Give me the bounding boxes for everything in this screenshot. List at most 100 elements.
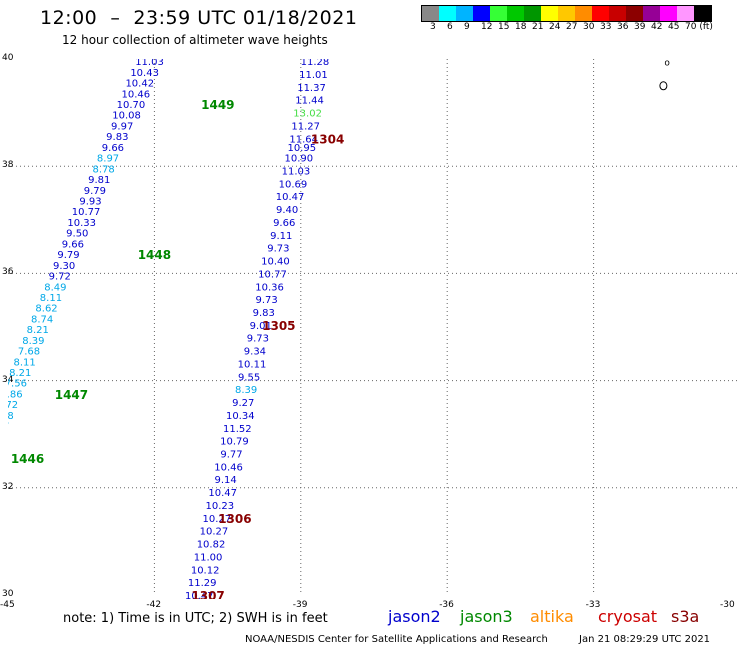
colorbar-swatch	[609, 6, 626, 21]
pass-time-label: 1305	[262, 319, 295, 333]
colorbar-swatch	[677, 6, 694, 21]
swh-value-label: 9.73	[267, 244, 289, 255]
colorbar-swatch	[456, 6, 473, 21]
x-axis-tick-label: -45	[0, 600, 15, 610]
colorbar-label: 70 (ft)	[685, 22, 713, 32]
x-axis-tick-label: -33	[585, 600, 601, 610]
colorbar-swatch	[490, 6, 507, 21]
swh-value-label: 9.14	[215, 475, 237, 486]
swh-value-label: 9.55	[238, 372, 260, 383]
colorbar-swatch	[439, 6, 456, 21]
swh-value-label: 10.95	[287, 143, 316, 154]
swh-value-label: 8.11	[40, 293, 62, 304]
swh-value-label: 8.39	[22, 336, 44, 347]
swh-value-label: 8.49	[44, 282, 66, 293]
swh-value-label: 11.37	[297, 83, 326, 94]
swh-value-label: 9.79	[84, 186, 106, 197]
swh-value-label: 11.28	[301, 59, 330, 68]
colorbar-label: 3	[430, 22, 436, 32]
swh-value-label: 9.83	[106, 132, 128, 143]
swh-value-label: 9.79	[57, 250, 79, 261]
colorbar-swatch	[626, 6, 643, 21]
colorbar-label: 9	[464, 22, 470, 32]
swh-value-label: 10.47	[185, 591, 214, 599]
swh-value-label: 9.97	[111, 121, 133, 132]
page-title: 12:00 – 23:59 UTC 01/18/2021	[40, 7, 358, 29]
swh-value-label: 11.52	[223, 424, 252, 435]
colorbar-swatch	[473, 6, 490, 21]
swh-value-label: 10.12	[191, 565, 220, 576]
swh-value-label: 7.72	[8, 400, 18, 411]
swh-value-label: 10.23	[205, 501, 234, 512]
swh-value-label: 10.90	[285, 154, 314, 165]
colorbar-swatch	[575, 6, 592, 21]
x-axis-tick-label: -42	[146, 600, 162, 610]
swh-value-label: 9.66	[273, 218, 295, 229]
swh-value-label: 9.50	[66, 229, 88, 240]
x-axis-tick-label: -39	[292, 600, 308, 610]
swh-value-label: 9.01	[250, 321, 272, 332]
colorbar-label: 6	[447, 22, 453, 32]
x-axis-tick-label: -30	[720, 600, 735, 610]
swh-value-label: 10.46	[214, 462, 243, 473]
colorbar-label: 18	[515, 22, 527, 32]
y-axis-tick-label: 30	[2, 589, 14, 599]
swh-value-label: 11.03	[135, 59, 164, 68]
colorbar-label: 30	[583, 22, 595, 32]
colorbar-label: 39	[634, 22, 646, 32]
swh-value-label: 10.40	[261, 257, 290, 268]
swh-value-label: 8.39	[235, 385, 257, 396]
colorbar-swatch	[592, 6, 609, 21]
swh-value-label: 9.72	[49, 272, 71, 283]
swh-value-label: 7.56	[8, 379, 27, 390]
colorbar-label: 42	[651, 22, 663, 32]
swh-value-label: 10.77	[72, 207, 101, 218]
swh-value-label: 10.08	[112, 111, 141, 122]
swh-value-label: 10.47	[276, 192, 305, 203]
island-marker: o	[664, 59, 670, 68]
colorbar-swatch	[541, 6, 558, 21]
colorbar-label: 36	[617, 22, 629, 32]
colorbar-swatch	[524, 6, 541, 21]
swh-value-label: 11.64	[289, 134, 318, 145]
swh-value-label: 10.42	[125, 79, 154, 90]
swh-value-label: 10.82	[197, 540, 226, 551]
swh-value-label: 11.01	[299, 70, 328, 81]
swh-value-label: 10.69	[279, 179, 308, 190]
swh-value-label: 8.74	[31, 314, 53, 325]
wave-height-map: o11.0310.4310.4210.4610.7010.089.979.839…	[8, 59, 740, 599]
y-axis-tick-label: 38	[2, 160, 14, 171]
swh-value-label: 10.79	[220, 437, 249, 448]
swh-value-label: 9.40	[276, 205, 298, 216]
swh-value-label: 11.00	[194, 552, 223, 563]
swh-value-label: 10.34	[226, 411, 255, 422]
colorbar-label: 12	[481, 22, 493, 32]
swh-value-label: 10.27	[203, 514, 232, 525]
colorbar-label: 24	[549, 22, 561, 32]
colorbar-swatch	[422, 6, 439, 21]
island-outline	[659, 81, 668, 91]
pass-time-label: 1449	[201, 98, 234, 112]
swh-value-label: 9.27	[232, 398, 254, 409]
swh-value-label: 9.77	[220, 449, 242, 460]
swh-value-label: 13.02	[293, 109, 322, 120]
swh-value-label: 10.43	[130, 68, 159, 79]
swh-value-label: 8.78	[93, 164, 115, 175]
swh-value-label: 9.93	[79, 197, 101, 208]
y-axis-tick-label: 34	[2, 374, 14, 385]
pass-time-label: 1307	[191, 589, 224, 599]
colorbar-label: 45	[668, 22, 680, 32]
legend-satellite-s3a: s3a	[671, 607, 700, 626]
page-subtitle: 12 hour collection of altimeter wave hei…	[62, 33, 328, 47]
pass-time-label: 1447	[55, 388, 88, 402]
colorbar-swatch	[558, 6, 575, 21]
x-axis-tick-label: -36	[439, 600, 454, 610]
legend-satellite-jason2: jason2	[388, 607, 441, 626]
swh-value-label: 8.97	[97, 154, 119, 165]
colorbar-label: 33	[600, 22, 612, 32]
swh-value-label: 9.73	[256, 295, 278, 306]
swh-value-label: 10.33	[67, 218, 96, 229]
y-axis-tick-label: 32	[2, 481, 14, 492]
swh-value-label: 9.11	[270, 231, 292, 242]
swh-value-label: 8.21	[9, 368, 31, 379]
